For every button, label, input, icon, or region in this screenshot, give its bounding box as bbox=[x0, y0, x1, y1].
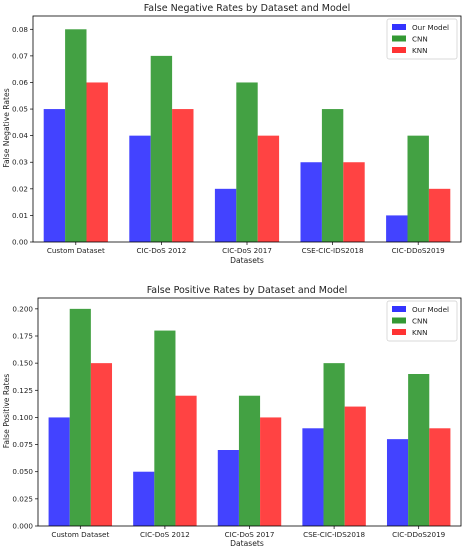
false-positive-chart: False Positive Rates by Dataset and Mode… bbox=[2, 285, 462, 548]
y-tick-label: 0.05 bbox=[12, 105, 28, 114]
legend-swatch bbox=[392, 329, 406, 335]
bar-cnn bbox=[65, 29, 87, 242]
bar-our-model bbox=[133, 471, 155, 526]
x-tick-label: CSE-CIC-IDS2018 bbox=[303, 530, 365, 539]
legend-swatch bbox=[392, 35, 406, 42]
bar-our-model bbox=[214, 188, 237, 242]
y-tick-label: 0.025 bbox=[12, 494, 33, 503]
y-tick-label: 0.125 bbox=[12, 386, 33, 395]
x-tick-label: Custom Dataset bbox=[47, 246, 105, 255]
x-tick-label: CIC-DoS 2017 bbox=[225, 530, 275, 539]
y-tick-label: 0.050 bbox=[12, 467, 33, 476]
bar-cnn bbox=[323, 363, 345, 526]
bar-knn bbox=[172, 109, 194, 242]
bar-cnn bbox=[321, 109, 344, 242]
bar-our-model bbox=[386, 215, 408, 242]
bar-cnn bbox=[238, 395, 261, 526]
legend: Our Model CNN KNN bbox=[386, 300, 458, 342]
legend-label: CNN bbox=[412, 35, 428, 44]
bar-knn bbox=[175, 395, 197, 526]
bar-cnn bbox=[236, 82, 258, 242]
y-tick-label: 0.01 bbox=[12, 211, 28, 220]
x-tick-label: CIC-DoS 2012 bbox=[140, 530, 190, 539]
bar-our-model bbox=[302, 428, 324, 526]
bar-knn bbox=[86, 82, 108, 242]
plot-area: 0.00 0.01 0.02 0.03 0.04 0.05 0.06 0.07 0.08 Cust… bbox=[12, 15, 462, 255]
bar-cnn bbox=[69, 308, 91, 526]
legend-label: CNN bbox=[412, 317, 428, 326]
bar-knn bbox=[429, 428, 451, 526]
x-tick-label: Custom Dataset bbox=[51, 530, 109, 539]
y-tick-label: 0.08 bbox=[12, 25, 28, 34]
x-tick-label: CSE-CIC-IDS2018 bbox=[302, 246, 364, 255]
bar-cnn bbox=[407, 135, 429, 242]
legend-label: KNN bbox=[412, 46, 427, 55]
bar-cnn bbox=[154, 330, 176, 526]
plot-area: 0.000 0.025 0.050 0.075 0.100 0.125 0.150 0.175… bbox=[12, 297, 462, 539]
bar-our-model bbox=[43, 109, 66, 242]
y-tick-label: 0.03 bbox=[12, 158, 28, 167]
legend-swatch bbox=[392, 24, 406, 30]
x-axis-label: Datasets bbox=[230, 256, 264, 265]
legend-label: Our Model bbox=[412, 23, 449, 32]
y-axis-label: False Negative Rates bbox=[2, 88, 11, 167]
bar-knn bbox=[257, 135, 280, 242]
bar-our-model bbox=[217, 450, 239, 526]
bar-knn bbox=[260, 417, 282, 526]
legend-label: Our Model bbox=[412, 305, 449, 314]
legend-swatch bbox=[392, 306, 406, 312]
y-tick-label: 0.100 bbox=[12, 413, 33, 422]
bar-cnn bbox=[408, 374, 430, 526]
y-tick-label: 0.075 bbox=[12, 440, 33, 449]
y-tick-label: 0.04 bbox=[12, 131, 28, 140]
false-negative-chart: False Negative Rates by Dataset and Mode… bbox=[2, 3, 462, 265]
y-tick-label: 0.175 bbox=[12, 332, 33, 341]
legend-swatch bbox=[392, 47, 406, 53]
y-tick-label: 0.150 bbox=[12, 359, 33, 368]
y-axis-label: False Positive Rates bbox=[2, 374, 11, 449]
legend: Our Model CNN KNN bbox=[386, 18, 458, 60]
bar-knn bbox=[344, 406, 366, 526]
y-tick-label: 0.07 bbox=[12, 51, 28, 60]
bar-our-model bbox=[300, 162, 322, 242]
x-tick-label: CIC-DoS 2012 bbox=[136, 246, 186, 255]
legend-label: KNN bbox=[412, 328, 427, 337]
bar-knn bbox=[428, 188, 451, 242]
chart-title: False Positive Rates by Dataset and Mode… bbox=[147, 285, 348, 296]
bar-knn bbox=[90, 363, 113, 526]
y-tick-label: 0.00 bbox=[12, 238, 28, 247]
bar-knn bbox=[343, 162, 365, 242]
x-tick-label: CIC-DDoS2019 bbox=[392, 530, 445, 539]
x-axis-label: Datasets bbox=[230, 539, 264, 548]
y-tick-label: 0.200 bbox=[12, 304, 33, 313]
y-tick-label: 0.06 bbox=[12, 78, 28, 87]
bar-our-model bbox=[48, 417, 70, 526]
bar-our-model bbox=[386, 439, 409, 526]
y-tick-label: 0.000 bbox=[12, 522, 33, 531]
x-tick-label: CIC-DDoS2019 bbox=[392, 246, 445, 255]
y-tick-label: 0.02 bbox=[12, 184, 28, 193]
bar-our-model bbox=[129, 135, 151, 242]
legend-swatch bbox=[392, 317, 406, 324]
x-tick-label: CIC-DoS 2017 bbox=[222, 246, 272, 255]
chart-title: False Negative Rates by Dataset and Mode… bbox=[144, 3, 351, 14]
bar-cnn bbox=[150, 55, 173, 242]
